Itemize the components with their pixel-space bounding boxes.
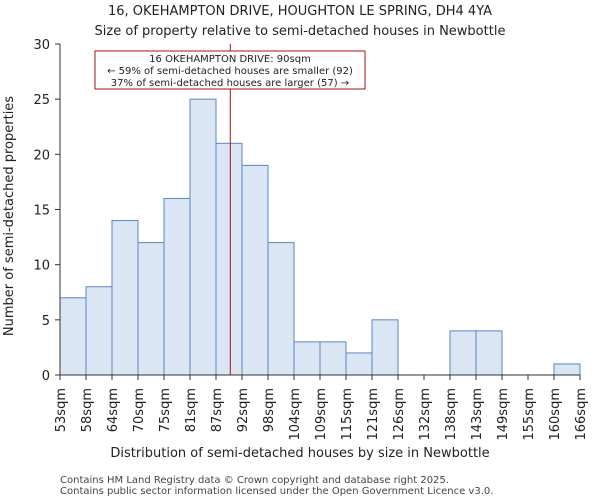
x-tick-label: 115sqm — [340, 388, 355, 441]
annotation-frame — [94, 50, 366, 90]
x-tick-label: 121sqm — [366, 388, 381, 441]
bar-143sqm — [475, 330, 503, 376]
annotation-line-3: 37% of semi-detached houses are larger (… — [111, 78, 349, 89]
x-tick-label: 149sqm — [496, 388, 511, 441]
y-axis-title: Number of semi-detached properties — [2, 96, 17, 336]
x-tick-label: 160sqm — [548, 388, 563, 441]
x-tick-label: 104sqm — [288, 388, 303, 441]
bar-160sqm — [553, 363, 581, 376]
x-tick-label: 92sqm — [236, 388, 251, 432]
bar-138sqm — [449, 330, 477, 376]
x-tick-label: 132sqm — [418, 388, 433, 441]
bar-92sqm — [241, 164, 269, 376]
y-tick-label: 30 — [33, 38, 50, 53]
bar-58sqm — [85, 286, 113, 376]
footer-line-1: Contains HM Land Registry data © Crown c… — [60, 475, 449, 486]
y-tick-label: 0 — [42, 369, 50, 384]
bar-98sqm — [267, 242, 295, 376]
x-tick-label: 53sqm — [54, 388, 69, 432]
x-tick-label: 98sqm — [262, 388, 277, 432]
x-tick-label: 155sqm — [522, 388, 537, 441]
bar-115sqm — [345, 352, 373, 376]
bar-87sqm — [215, 142, 243, 376]
y-tick-label: 10 — [33, 259, 50, 274]
x-tick-label: 75sqm — [158, 388, 173, 432]
chart-subtitle: Size of property relative to semi-detach… — [95, 24, 506, 39]
x-tick-label: 138sqm — [444, 388, 459, 441]
annotation-line-1: 16 OKEHAMPTON DRIVE: 90sqm — [149, 54, 311, 65]
y-tick-label: 15 — [33, 204, 50, 219]
x-tick-label: 81sqm — [184, 388, 199, 432]
x-tick-label: 126sqm — [392, 388, 407, 441]
bar-121sqm — [371, 319, 399, 376]
y-tick-label: 5 — [42, 314, 50, 329]
x-tick-label: 166sqm — [574, 388, 589, 441]
x-axis-ticks: 53sqm 58sqm 64sqm 70sqm 75sqm 81sqm 87sqm 92sqm… — [54, 375, 589, 441]
y-tick-label: 25 — [33, 93, 50, 108]
x-axis-title: Distribution of semi-detached houses by … — [110, 446, 489, 461]
chart-title: 16, OKEHAMPTON DRIVE, HOUGHTON LE SPRING… — [108, 4, 492, 19]
x-tick-label: 70sqm — [132, 388, 147, 432]
y-axis-ticks: 0 5 10 15 20 25 30 — [33, 38, 60, 384]
annotation-line-2: ← 59% of semi-detached houses are smalle… — [107, 66, 353, 77]
bar-53sqm — [59, 297, 87, 376]
bars-group — [59, 98, 581, 376]
x-tick-label: 109sqm — [314, 388, 329, 441]
x-tick-label: 58sqm — [80, 388, 95, 432]
bar-81sqm — [189, 98, 217, 376]
x-tick-label: 87sqm — [210, 388, 225, 432]
bar-75sqm — [163, 197, 191, 376]
bar-64sqm — [111, 220, 139, 376]
x-tick-label: 64sqm — [106, 388, 121, 432]
x-tick-label: 143sqm — [470, 388, 485, 441]
bar-104sqm — [293, 341, 321, 376]
footer-line-2: Contains public sector information licen… — [60, 486, 493, 497]
annotation-box: 16 OKEHAMPTON DRIVE: 90sqm ← 59% of semi… — [94, 50, 366, 90]
bar-70sqm — [137, 242, 165, 376]
y-tick-label: 20 — [33, 148, 50, 163]
bar-109sqm — [319, 341, 347, 376]
